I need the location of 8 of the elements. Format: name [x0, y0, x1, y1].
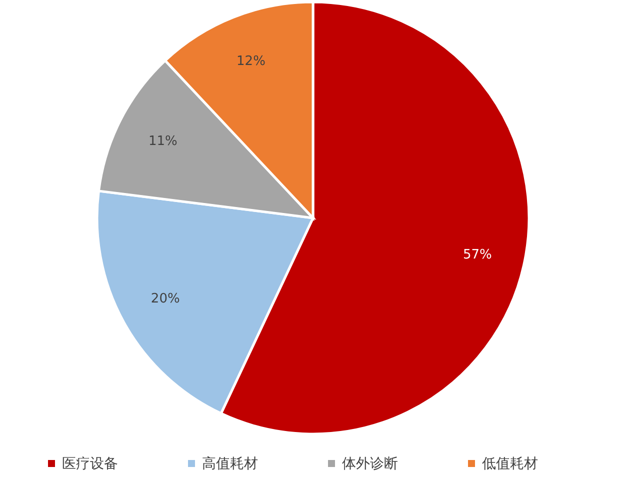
legend-label: 高值耗材: [202, 456, 258, 472]
data-label: 11%: [148, 134, 178, 150]
data-label: 12%: [236, 54, 266, 69]
legend-label: 低值耗材: [482, 456, 538, 472]
data-label: 20%: [150, 292, 180, 307]
legend-label: 医疗设备: [62, 456, 118, 472]
legend-label: 体外诊断: [342, 456, 398, 472]
data-label: 57%: [462, 247, 492, 262]
